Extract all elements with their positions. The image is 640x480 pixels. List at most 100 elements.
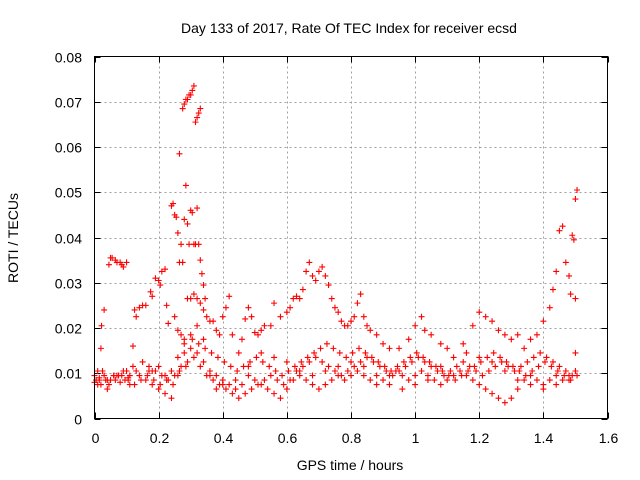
x-tick-label: 0.6 xyxy=(278,430,298,446)
data-point xyxy=(109,254,116,261)
data-point xyxy=(213,327,220,334)
y-tick-label: 0 xyxy=(74,412,82,428)
chart-title: Day 133 of 2017, Rate Of TEC Index for r… xyxy=(181,20,517,36)
data-point xyxy=(399,372,406,379)
data-point xyxy=(149,381,156,388)
data-point xyxy=(229,331,236,338)
data-point xyxy=(553,372,560,379)
data-point xyxy=(157,381,164,388)
data-point xyxy=(190,354,197,361)
data-point xyxy=(381,363,388,370)
data-point xyxy=(360,372,367,379)
data-point xyxy=(162,390,169,397)
data-point xyxy=(460,358,467,365)
data-point xyxy=(373,331,380,338)
data-point xyxy=(524,358,531,365)
data-point xyxy=(197,363,204,370)
data-point xyxy=(194,114,201,121)
data-point xyxy=(174,327,181,334)
data-point xyxy=(482,313,489,320)
data-point xyxy=(360,313,367,320)
data-point xyxy=(458,372,465,379)
data-point xyxy=(485,367,492,374)
data-point xyxy=(296,295,303,302)
data-point xyxy=(208,349,215,356)
data-point xyxy=(235,395,242,402)
data-point xyxy=(187,331,194,338)
data-point xyxy=(163,377,170,384)
data-point xyxy=(312,277,319,284)
data-point xyxy=(309,381,316,388)
data-point xyxy=(97,345,104,352)
data-point xyxy=(147,288,154,295)
data-point xyxy=(190,291,197,298)
grid-lines xyxy=(94,56,608,419)
data-point xyxy=(210,318,217,325)
data-point xyxy=(317,345,324,352)
y-tick-label: 0.08 xyxy=(55,50,82,66)
data-point xyxy=(431,377,438,384)
data-point xyxy=(516,367,523,374)
data-point xyxy=(471,363,478,370)
data-point xyxy=(368,354,375,361)
data-point xyxy=(266,363,273,370)
data-point xyxy=(444,345,451,352)
data-point xyxy=(101,306,108,313)
data-point xyxy=(277,313,284,320)
data-point xyxy=(258,327,265,334)
data-point xyxy=(447,367,454,374)
data-point xyxy=(553,268,560,275)
data-point xyxy=(517,363,524,370)
data-point xyxy=(405,336,412,343)
data-point xyxy=(477,358,484,365)
data-point xyxy=(112,377,119,384)
data-point xyxy=(267,372,274,379)
data-point xyxy=(373,381,380,388)
data-point xyxy=(354,367,361,374)
data-point xyxy=(303,377,310,384)
data-point xyxy=(508,336,515,343)
data-point xyxy=(328,295,335,302)
data-point xyxy=(469,322,476,329)
x-tick-label: 0 xyxy=(92,430,100,446)
data-point xyxy=(152,275,159,282)
axis-ticks xyxy=(94,56,609,420)
data-point xyxy=(174,372,181,379)
data-point xyxy=(290,295,297,302)
data-point xyxy=(187,91,194,98)
data-point xyxy=(303,268,310,275)
data-point xyxy=(476,354,483,361)
data-point xyxy=(330,345,337,352)
data-point xyxy=(272,367,279,374)
data-point xyxy=(155,363,162,370)
data-point xyxy=(267,322,274,329)
data-point xyxy=(325,282,332,289)
data-point xyxy=(428,331,435,338)
data-point xyxy=(492,363,499,370)
data-point xyxy=(546,304,553,311)
data-point xyxy=(439,367,446,374)
data-point xyxy=(311,349,318,356)
data-point xyxy=(184,96,191,103)
data-point xyxy=(322,272,329,279)
data-point xyxy=(158,268,165,275)
data-point xyxy=(104,386,111,393)
data-point xyxy=(495,327,502,334)
data-point xyxy=(319,263,326,270)
data-point xyxy=(343,354,350,361)
data-point xyxy=(129,363,136,370)
data-point xyxy=(280,381,287,388)
data-point xyxy=(323,340,330,347)
data-point xyxy=(453,363,460,370)
data-point xyxy=(170,381,177,388)
data-points xyxy=(91,82,581,406)
data-point xyxy=(190,82,197,89)
data-point xyxy=(418,367,425,374)
data-point xyxy=(533,331,540,338)
data-point xyxy=(315,268,322,275)
data-point xyxy=(155,277,162,284)
data-point xyxy=(255,381,262,388)
data-point xyxy=(176,367,183,374)
data-point xyxy=(105,261,112,268)
